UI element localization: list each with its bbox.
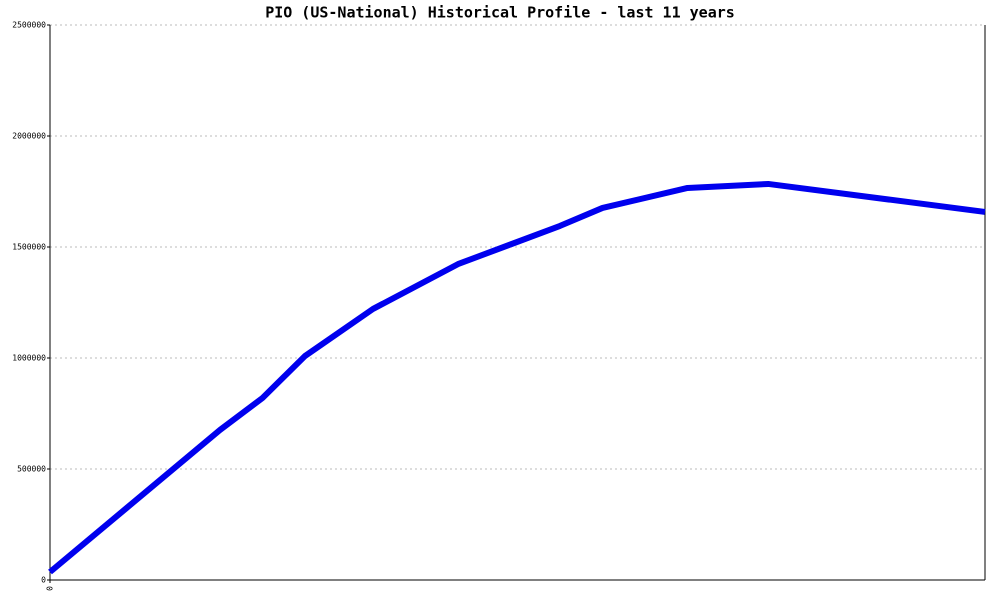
chart-title: PIO (US-National) Historical Profile - l… xyxy=(265,4,735,22)
y-tick-label: 1000000 xyxy=(12,354,46,363)
y-tick-label: 0 xyxy=(41,576,46,585)
y-tick-label: 2500000 xyxy=(12,21,46,30)
y-tick-label: 500000 xyxy=(17,465,46,474)
x-tick-label: 0 xyxy=(46,586,55,591)
y-tick-label: 1500000 xyxy=(12,243,46,252)
data-line xyxy=(48,180,986,575)
y-tick-label: 2000000 xyxy=(12,132,46,141)
